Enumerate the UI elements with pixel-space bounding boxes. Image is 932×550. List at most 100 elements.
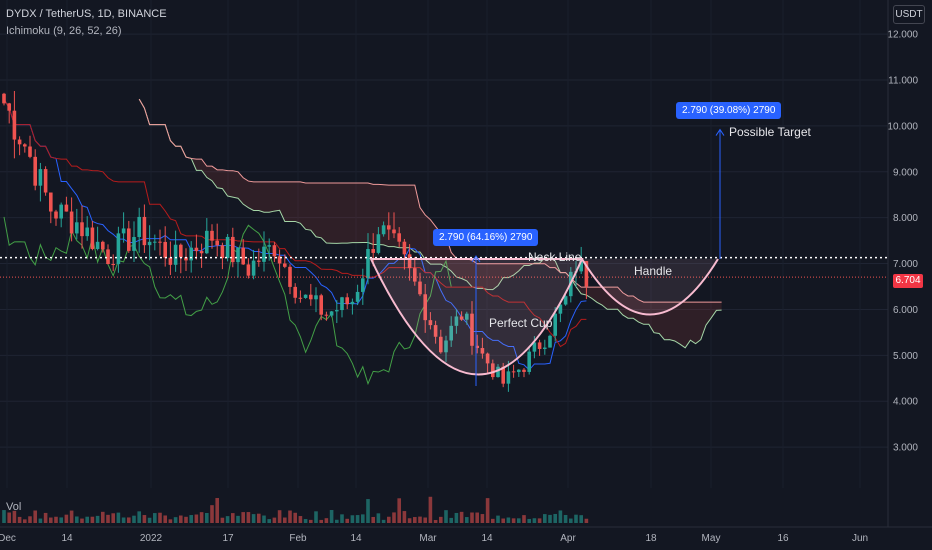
candle-body [335, 310, 339, 312]
cup-label: Perfect Cup [489, 316, 553, 330]
candle-body [480, 348, 485, 354]
candle-body [101, 241, 105, 250]
target-arrow [715, 128, 725, 136]
candle-body [579, 261, 583, 272]
volume-bar [584, 518, 589, 523]
volume-bar [517, 518, 521, 523]
volume-bar [340, 514, 344, 523]
candle-body [106, 249, 110, 265]
volume-bar [444, 510, 448, 523]
volume-bar [75, 516, 79, 523]
candle-body [28, 146, 32, 157]
symbol-title[interactable]: DYDX / TetherUS, 1D, BINANCE [6, 8, 167, 20]
volume-bar [329, 510, 334, 523]
target-measure-label[interactable]: 2.790 (39.08%) 2790 [676, 102, 782, 119]
candle-body [64, 204, 69, 212]
candle-body [439, 336, 443, 353]
candle-body [381, 225, 386, 235]
candle-body [527, 351, 531, 372]
volume-bar [147, 517, 152, 523]
candle-body [142, 216, 147, 246]
volume-bar [69, 510, 74, 523]
candle-body [179, 244, 183, 258]
volume-bar [428, 496, 433, 523]
candle-body [168, 257, 173, 265]
candle-body [506, 371, 511, 384]
time-tick-label: Apr [560, 533, 576, 544]
candle-body [33, 156, 37, 186]
neck-line-label: Neck Line [528, 250, 582, 264]
currency-button[interactable]: USDT [893, 5, 925, 24]
candle-body [543, 347, 547, 349]
volume-bar [449, 517, 453, 523]
candle-body [283, 263, 287, 267]
candle-body [210, 230, 214, 241]
volume-bar [257, 513, 261, 523]
volume-bar [2, 510, 6, 523]
indicator-label[interactable]: Ichimoku (9, 26, 52, 26) [6, 25, 122, 37]
volume-bar [293, 512, 297, 523]
span-a-line [138, 98, 722, 349]
volume-bar [579, 515, 583, 523]
volume-bar [59, 517, 63, 523]
price-tick-label: 7.000 [893, 259, 918, 270]
time-tick-label: 14 [61, 533, 73, 544]
candle-body [511, 371, 516, 373]
candle-body [54, 211, 58, 219]
volume-bar [43, 512, 48, 523]
volume-bar [262, 515, 266, 523]
volume-bar [153, 513, 157, 523]
candle-body [496, 366, 500, 378]
candle-body [298, 297, 303, 299]
volume-bar [111, 513, 115, 523]
cup-measure-arrow [471, 255, 481, 263]
candle-body [215, 240, 219, 246]
candle-body [548, 335, 552, 348]
volume-bar [355, 515, 360, 523]
candle-body [147, 241, 152, 246]
candle-body [132, 237, 136, 251]
price-tick-label: 9.000 [893, 167, 918, 178]
volume-bar [501, 518, 505, 523]
candle-body [262, 246, 266, 262]
price-axis[interactable]: 12.000 11.000 10.000 9.000 8.000 7.000 6.000 5.… [887, 0, 918, 527]
volume-bar [387, 516, 391, 523]
candle-body [371, 249, 375, 253]
current-price-badge: 6.704 [893, 274, 923, 288]
volume-bar [163, 515, 167, 523]
volume-bar [319, 519, 323, 523]
volume-bar [392, 512, 396, 523]
candle-body [80, 222, 84, 237]
candle-body [220, 245, 225, 259]
candle-body [522, 369, 526, 372]
cup-measure-label[interactable]: 2.790 (64.16%) 2790 [433, 229, 539, 246]
volume-bar [210, 505, 214, 523]
time-tick-label: Jun [852, 533, 868, 544]
volume-bar [397, 498, 401, 523]
volume-bar [314, 511, 318, 523]
volume-bar [95, 515, 100, 523]
candle-body [90, 227, 95, 249]
candle-body [194, 247, 199, 252]
volume-bar [288, 510, 292, 523]
candle-body [59, 204, 63, 219]
candle-body [517, 369, 521, 373]
price-tick-label: 6.000 [893, 305, 918, 316]
volume-bar [553, 513, 557, 523]
candle-body [340, 297, 344, 311]
candle-body [246, 264, 251, 276]
time-axis[interactable]: Dec 14 2022 17 Feb 14 Mar 14 Apr 18 May 16 Jun [0, 526, 932, 544]
ichimoku-lines [3, 98, 587, 386]
candle-body [205, 230, 209, 254]
volume-bar [491, 518, 495, 523]
candle-body [267, 245, 271, 247]
candle-body [272, 245, 277, 257]
volume-bar [361, 514, 365, 523]
volume-bar [246, 512, 251, 523]
candle-body [532, 342, 537, 352]
candle-body [355, 291, 360, 302]
candle-body [407, 254, 412, 269]
volume-bar [132, 515, 136, 523]
candle-body [433, 325, 438, 337]
